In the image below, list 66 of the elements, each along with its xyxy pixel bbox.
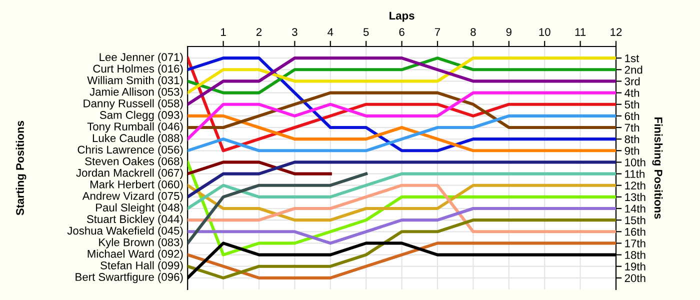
line-series xyxy=(188,56,616,152)
line-series xyxy=(188,172,368,245)
series-label: Danny Russell (058) xyxy=(84,99,183,110)
series-label: Jordan Mackrell (067) xyxy=(76,168,183,179)
x-tick-label: 12 xyxy=(610,28,622,36)
series-label: Stefan Hall (099) xyxy=(100,261,183,272)
y-tick-label: 3rd xyxy=(624,77,640,86)
y-tick-label: 16th xyxy=(625,228,646,236)
series-label: Kyle Brown (083) xyxy=(99,238,183,248)
series-label: Chris Lawrence (056) xyxy=(78,145,183,156)
series-label: Paul Sleight (048) xyxy=(96,203,183,214)
x-axis-title: Laps xyxy=(390,12,414,22)
x-tick-label: 8 xyxy=(470,28,476,36)
y-tick-label: 7th xyxy=(624,123,640,132)
series-label: Curt Holmes (016) xyxy=(93,64,183,75)
x-tick-label: 6 xyxy=(399,28,404,36)
y-tick-label: 11th xyxy=(625,170,644,178)
y-tick-label: 5th xyxy=(624,100,640,108)
line-series xyxy=(188,114,616,152)
y-tick-label: 9th xyxy=(624,146,640,155)
series-label: Jamie Allison (053) xyxy=(90,88,183,98)
x-tick-label: 10 xyxy=(539,28,550,36)
line-series xyxy=(188,91,616,130)
y-tick-label: 6th xyxy=(624,112,640,120)
x-tick-label: 9 xyxy=(506,28,512,36)
series-label: Sam Clegg (093) xyxy=(100,110,183,122)
series-label: Steven Oakes (068) xyxy=(85,157,183,168)
y-tick-label: 15th xyxy=(625,216,646,224)
line-series xyxy=(188,206,616,245)
y-tick-label: 17th xyxy=(625,239,646,248)
x-tick-label: 2 xyxy=(256,28,262,36)
series-label: Bert Swartfigure (096) xyxy=(76,272,183,284)
line-series xyxy=(188,184,616,234)
line-series xyxy=(188,91,616,141)
x-tick-label: 7 xyxy=(434,28,440,36)
x-tick-label: 1 xyxy=(221,28,226,36)
series-label: Lee Jenner (071) xyxy=(100,52,183,64)
y-tick-label: 13th xyxy=(625,192,646,202)
y-tick-label: 14th xyxy=(625,204,646,213)
series-label: Michael Ward (092) xyxy=(88,250,183,260)
text: Starting Positions xyxy=(16,120,26,216)
x-tick-label: 5 xyxy=(363,28,369,36)
series-label: Mark Herbert (060) xyxy=(90,180,183,191)
y-tick-label: 4th xyxy=(624,88,640,97)
series-label: Luke Caudle (088) xyxy=(92,134,183,144)
line-series xyxy=(188,56,616,94)
y-tick-label: 2nd xyxy=(624,66,642,74)
line-series xyxy=(188,218,616,280)
y-axis-title: Finishing Positions xyxy=(652,118,663,219)
x-tick-label: 4 xyxy=(328,28,334,36)
y-tick-label: 18th xyxy=(625,250,646,259)
series-label: Tony Rumball (046) xyxy=(87,122,183,133)
x-tick-label: 3 xyxy=(292,28,298,36)
series-label: Stuart Bickley (044) xyxy=(86,214,183,226)
line-series xyxy=(188,56,616,106)
y-tick-label: 20th xyxy=(624,274,646,282)
y-tick-label: 10th xyxy=(625,158,646,166)
y-tick-label: 8th xyxy=(624,135,640,144)
series-label: Joshua Wakefield (045) xyxy=(67,226,183,237)
series-label: Andrew Vizard (075) xyxy=(82,192,183,202)
x-tick-label: 11 xyxy=(575,28,586,36)
y-tick-label: 1st xyxy=(625,54,640,62)
series-label: William Smith (031) xyxy=(87,76,183,86)
y-tick-label: 19th xyxy=(625,262,646,270)
y-tick-label: 12th xyxy=(625,181,646,190)
line-series xyxy=(188,172,616,210)
